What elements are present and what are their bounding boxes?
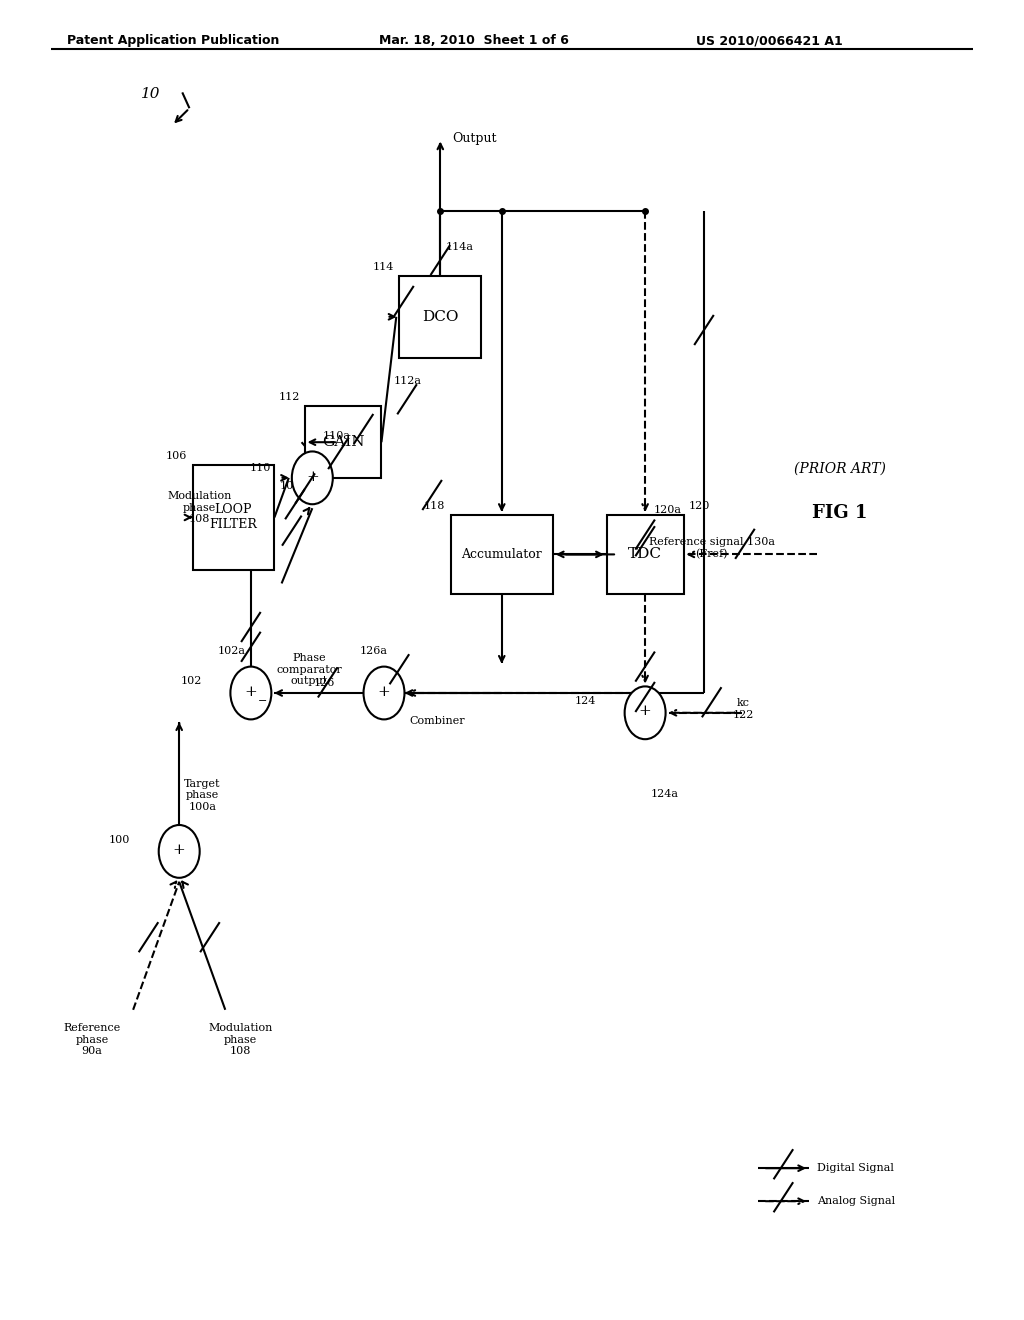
Text: 106: 106 [166,450,187,461]
Text: Digital Signal: Digital Signal [817,1163,894,1173]
Text: 114a: 114a [445,242,473,252]
Text: Reference
phase
90a: Reference phase 90a [63,1023,121,1056]
Text: 100: 100 [109,834,130,845]
Text: Accumulator: Accumulator [462,548,542,561]
Text: Phase
comparator
output: Phase comparator output [276,653,342,686]
Text: 120: 120 [688,500,710,511]
Bar [606,515,684,594]
Text: LOOP
FILTER: LOOP FILTER [210,503,257,532]
Text: 114: 114 [373,261,394,272]
Text: Modulation
phase
108: Modulation phase 108 [168,491,231,524]
Bar [451,515,553,594]
Text: 126a: 126a [359,645,388,656]
Text: 110a: 110a [323,430,350,441]
Text: Output: Output [453,132,497,145]
Text: 106a: 106a [280,480,307,491]
Circle shape [292,451,333,504]
Text: TDC: TDC [628,548,663,561]
Text: Mar. 18, 2010  Sheet 1 of 6: Mar. 18, 2010 Sheet 1 of 6 [379,34,568,48]
Text: 120a: 120a [653,504,681,515]
Text: Combiner: Combiner [410,715,465,726]
Text: −: − [257,696,267,706]
Circle shape [364,667,404,719]
Text: 10: 10 [141,87,161,100]
Text: Analog Signal: Analog Signal [817,1196,895,1206]
Text: 110: 110 [250,462,271,473]
Bar [193,465,274,570]
Bar [399,276,481,358]
Text: +: + [245,685,257,698]
Text: Target
phase
100a: Target phase 100a [184,779,221,812]
Text: 124a: 124a [650,788,678,799]
Text: Modulation
phase
108: Modulation phase 108 [209,1023,272,1056]
Circle shape [230,667,271,719]
Text: kc
122: kc 122 [732,698,754,719]
Text: Patent Application Publication: Patent Application Publication [67,34,279,48]
Text: +: + [639,705,651,718]
Text: 102: 102 [180,676,202,686]
Text: 124: 124 [574,696,596,706]
Text: 112a: 112a [393,376,422,385]
Text: +: + [378,685,390,698]
Circle shape [159,825,200,878]
Text: +: + [306,470,318,483]
Text: +: + [173,843,185,857]
Text: 118: 118 [424,500,445,511]
Bar [305,405,382,478]
Text: FIG 1: FIG 1 [812,504,867,523]
Text: 102a: 102a [218,645,246,656]
Text: Reference signal 130a
(Fref): Reference signal 130a (Fref) [648,537,775,558]
Text: GAIN: GAIN [322,436,365,449]
Text: US 2010/0066421 A1: US 2010/0066421 A1 [696,34,843,48]
Text: 126: 126 [313,677,335,688]
Text: DCO: DCO [422,310,459,323]
Text: 112: 112 [279,392,300,401]
Text: (PRIOR ART): (PRIOR ART) [794,461,886,475]
Circle shape [625,686,666,739]
